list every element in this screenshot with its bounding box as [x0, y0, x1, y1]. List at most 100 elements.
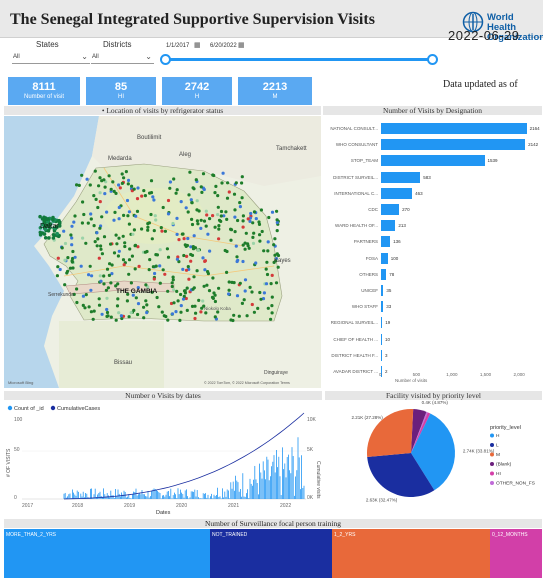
map-visit-marker[interactable] [193, 304, 197, 308]
designation-bar[interactable] [381, 139, 526, 151]
designation-bar[interactable] [381, 285, 384, 296]
map-visit-marker[interactable] [117, 217, 121, 221]
map-visit-marker[interactable] [109, 281, 113, 285]
map-visit-marker[interactable] [171, 275, 175, 279]
map-visit-marker[interactable] [201, 299, 205, 303]
map-visit-marker[interactable] [196, 222, 200, 226]
map-visit-marker[interactable] [175, 216, 179, 220]
map-visit-marker[interactable] [105, 310, 110, 315]
map-visit-marker[interactable] [232, 281, 236, 285]
line-chart-canvas[interactable]: Count of _id CumulativeCases # OF VISITS… [4, 391, 322, 516]
map-visit-marker[interactable] [41, 222, 45, 227]
map-visit-marker[interactable] [117, 249, 121, 253]
map-visit-marker[interactable] [55, 225, 59, 229]
map-visit-marker[interactable] [190, 217, 194, 221]
map-visit-marker[interactable] [273, 237, 277, 241]
map-visit-marker[interactable] [91, 317, 95, 321]
map-visit-marker[interactable] [116, 297, 120, 301]
map-visit-marker[interactable] [75, 300, 79, 305]
map-visit-marker[interactable] [46, 229, 51, 233]
map-visit-marker[interactable] [89, 310, 93, 314]
map-visit-marker[interactable] [252, 310, 256, 314]
map-visit-marker[interactable] [38, 226, 43, 230]
map-visit-marker[interactable] [105, 210, 109, 214]
map-visit-marker[interactable] [185, 286, 189, 290]
map-visit-marker[interactable] [179, 200, 183, 204]
map-visit-marker[interactable] [195, 199, 199, 203]
map-visit-marker[interactable] [223, 248, 227, 253]
map-visit-marker[interactable] [214, 184, 218, 188]
map-visit-marker[interactable] [66, 256, 70, 260]
pie-legend-item[interactable]: H [496, 433, 500, 439]
map-visit-marker[interactable] [130, 184, 134, 188]
tile-not-trained[interactable]: NOT_TRAINED [210, 529, 332, 578]
map-visit-marker[interactable] [168, 180, 172, 184]
map-visit-marker[interactable] [122, 213, 126, 217]
map-visit-marker[interactable] [154, 264, 158, 268]
map-visit-marker[interactable] [184, 206, 188, 210]
designation-bar[interactable] [381, 204, 400, 215]
priority-pie-chart[interactable]: 0.4K (4.87%) 2.74K (33.81%) 2.63K (32.47%)… [325, 391, 542, 516]
map-visit-marker[interactable] [182, 253, 186, 258]
map-visit-marker[interactable] [193, 316, 197, 321]
map-visit-marker[interactable] [75, 183, 79, 187]
map-visit-marker[interactable] [56, 234, 61, 239]
map-visit-marker[interactable] [63, 283, 67, 287]
map-visit-marker[interactable] [112, 218, 116, 222]
map-visit-marker[interactable] [207, 289, 212, 293]
map-visit-marker[interactable] [165, 247, 169, 251]
map-visit-marker[interactable] [189, 245, 193, 249]
map-visit-marker[interactable] [112, 251, 117, 255]
map-visit-marker[interactable] [127, 222, 131, 226]
map-visit-marker[interactable] [216, 205, 220, 209]
map-visit-marker[interactable] [128, 247, 132, 251]
map-visit-marker[interactable] [70, 259, 74, 263]
map-visit-marker[interactable] [251, 241, 256, 245]
map-visit-marker[interactable] [38, 230, 43, 235]
map-visit-marker[interactable] [88, 183, 92, 187]
map-visit-marker[interactable] [219, 209, 224, 214]
map-visit-marker[interactable] [163, 229, 167, 233]
map-visit-marker[interactable] [251, 235, 255, 239]
map-visit-marker[interactable] [182, 237, 186, 241]
map-visit-marker[interactable] [117, 236, 121, 240]
map-visit-marker[interactable] [185, 254, 189, 258]
map-visit-marker[interactable] [110, 272, 114, 276]
map-visit-marker[interactable] [182, 294, 186, 298]
map-visit-marker[interactable] [131, 232, 135, 236]
map-visit-marker[interactable] [143, 250, 147, 254]
map-visit-marker[interactable] [127, 315, 131, 319]
map-visit-marker[interactable] [92, 194, 96, 198]
map-visit-marker[interactable] [84, 293, 88, 297]
map-visit-marker[interactable] [240, 175, 244, 179]
map-visit-marker[interactable] [246, 217, 250, 221]
map-visit-marker[interactable] [225, 217, 229, 221]
map-visit-marker[interactable] [124, 170, 128, 174]
pie-slice[interactable] [367, 409, 414, 458]
map-visit-marker[interactable] [100, 252, 104, 256]
map-visit-marker[interactable] [205, 283, 209, 287]
map-visit-marker[interactable] [133, 267, 137, 271]
map-visit-marker[interactable] [266, 306, 270, 310]
map-visit-marker[interactable] [248, 285, 252, 289]
map-visit-marker[interactable] [148, 258, 152, 262]
map-visit-marker[interactable] [187, 193, 191, 197]
map-visit-marker[interactable] [201, 172, 206, 176]
map-visit-marker[interactable] [47, 222, 52, 226]
map-visit-marker[interactable] [105, 296, 109, 300]
map-visit-marker[interactable] [146, 228, 150, 232]
tile-1-2-yrs[interactable]: 1_2_YRS [332, 529, 490, 578]
map-visit-marker[interactable] [250, 302, 254, 307]
map-visit-marker[interactable] [88, 264, 92, 268]
map-visit-marker[interactable] [175, 232, 179, 236]
map-visit-marker[interactable] [105, 267, 110, 271]
map-visit-marker[interactable] [51, 236, 56, 240]
map-visit-marker[interactable] [233, 208, 237, 212]
map-visit-marker[interactable] [113, 210, 117, 214]
map-visit-marker[interactable] [73, 214, 77, 218]
map-visit-marker[interactable] [97, 297, 101, 301]
map-visit-marker[interactable] [202, 304, 206, 308]
slider-start-handle[interactable] [160, 54, 171, 65]
map-visit-marker[interactable] [199, 310, 203, 314]
map-canvas[interactable]: Boutilimit Tamchakett Medarda Aleg Dakar… [4, 116, 321, 388]
